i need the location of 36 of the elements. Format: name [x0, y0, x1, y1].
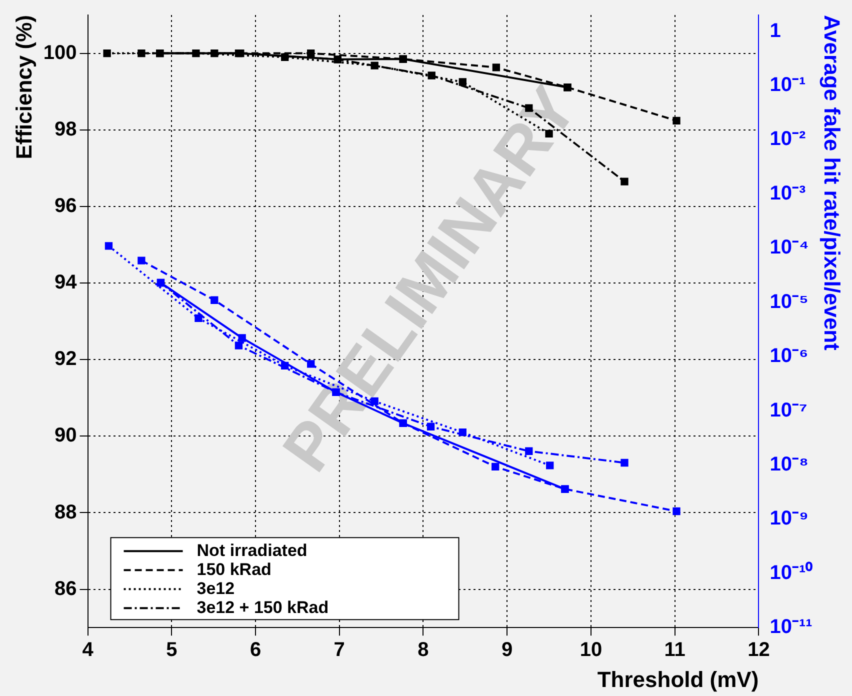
y2-tick-label: 10⁻⁷ — [770, 399, 808, 422]
legend-label: 150 kRad — [196, 560, 272, 579]
y-tick-label: 94 — [54, 272, 78, 294]
x-axis-title: Threshold (mV) — [597, 666, 759, 692]
x-tick-label: 10 — [580, 639, 602, 662]
y2-tick-label: 10⁻⁸ — [770, 453, 808, 476]
x-tick-label: 4 — [82, 639, 94, 662]
y-axis-title: Efficiency (%) — [11, 15, 36, 160]
y2-tick-label: 10⁻⁴ — [770, 236, 809, 259]
y-tick-label: 98 — [54, 118, 77, 140]
y2-tick-label: 10⁻⁹ — [770, 508, 808, 530]
y2-tick-label: 10⁻² — [770, 128, 806, 150]
y2-axis-title: Average fake hit rate/pixel/event — [820, 15, 845, 352]
y-tick-label: 96 — [54, 194, 77, 217]
y2-tick-label: 10⁻⁵ — [770, 290, 808, 313]
legend-label: 3e12 + 150 kRad — [196, 598, 329, 617]
legend-label: Not irradiated — [196, 540, 308, 560]
x-tick-label: 8 — [418, 639, 429, 662]
x-tick-label: 5 — [166, 639, 178, 662]
y-tick-label: 88 — [54, 501, 77, 524]
y2-tick-label: 10⁻³ — [770, 182, 806, 204]
x-tick-label: 7 — [334, 639, 345, 662]
y-tick-label: 92 — [54, 348, 77, 370]
x-tick-label: 6 — [250, 639, 262, 662]
x-tick-label: 9 — [502, 639, 513, 662]
y2-tick-label: 10⁻¹⁰ — [770, 560, 813, 584]
y-tick-label: 100 — [43, 42, 77, 64]
x-tick-label: 11 — [664, 639, 686, 662]
legend-label: 3e12 — [196, 578, 235, 598]
y-tick-label: 86 — [54, 578, 77, 600]
x-tick-label: 12 — [748, 639, 770, 662]
y2-tick-label: 10⁻¹ — [770, 74, 806, 96]
y2-tick-label: 10⁻¹¹ — [770, 616, 813, 638]
y2-tick-label: 10⁻⁶ — [770, 345, 808, 368]
y-tick-label: 90 — [54, 424, 77, 447]
y2-tick-label: 1 — [770, 20, 781, 42]
